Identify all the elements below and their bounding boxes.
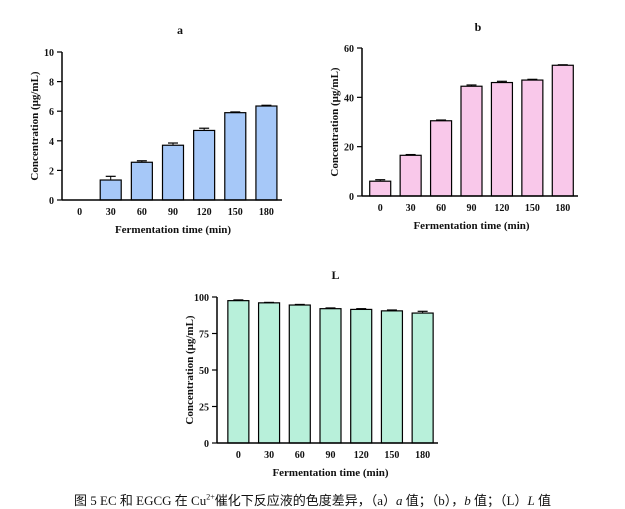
- y-tick-label: 0: [49, 196, 54, 207]
- bar: [490, 81, 514, 197]
- bar: [130, 161, 153, 201]
- bar: [193, 129, 216, 201]
- figure-caption: 图 5 EC 和 EGCG 在 Cu2+催化下反应液的色度差异，（a）a 值；（…: [0, 490, 625, 509]
- caption-superscript: 2+: [206, 492, 215, 502]
- bar: [350, 308, 373, 444]
- y-tick-label: 0: [349, 192, 354, 203]
- x-tick-label: 180: [259, 207, 274, 218]
- bar: [161, 144, 185, 201]
- y-tick-label: 0: [204, 439, 209, 450]
- y-tick-label: 25: [199, 403, 209, 414]
- chart-L: L 0 25 50 75 100 0 30 60 90 120 150 180 Fermentation …: [184, 268, 438, 479]
- y-tick-label: 100: [194, 293, 209, 304]
- x-tick-label: 90: [168, 207, 178, 218]
- x-tick-label: 150: [525, 203, 540, 214]
- caption-a-italic: a: [396, 493, 403, 508]
- x-tick-label: 0: [77, 207, 82, 218]
- chart-title: L: [331, 268, 339, 282]
- y-axis-label: Concentration (μg/mL): [184, 315, 196, 425]
- bar: [227, 300, 250, 444]
- x-tick-label: 0: [236, 450, 241, 461]
- y-tick-label: 4: [49, 137, 54, 148]
- x-tick-label: 150: [384, 450, 399, 461]
- x-tick-label: 90: [467, 203, 477, 214]
- chart-a: a 0 2 4 6 8 10 0 30 60 90 120 150 180 Fermentation tim…: [29, 23, 282, 236]
- x-tick-label: 90: [326, 450, 336, 461]
- bar: [380, 310, 404, 444]
- x-tick-label: 0: [378, 203, 383, 214]
- x-tick-label: 180: [555, 203, 570, 214]
- caption-b-italic: b: [464, 493, 471, 508]
- bar: [399, 154, 422, 197]
- y-tick-label: 40: [344, 93, 354, 104]
- x-tick-label: 30: [106, 207, 116, 218]
- caption-b-suffix: 值；（L）: [470, 493, 528, 508]
- bar: [99, 179, 122, 201]
- x-tick-label: 30: [264, 450, 274, 461]
- bar: [319, 308, 342, 444]
- x-tick-label: 120: [494, 203, 509, 214]
- y-axis-label: Concentration (μg/mL): [329, 67, 341, 177]
- bar: [429, 120, 453, 197]
- chart-title: a: [177, 23, 183, 37]
- y-axis-label: Concentration (μg/mL): [29, 71, 41, 181]
- bar: [460, 85, 483, 197]
- x-tick-label: 60: [436, 203, 446, 214]
- bar: [257, 302, 281, 444]
- y-tick-label: 8: [49, 78, 54, 89]
- caption-l-italic: L: [527, 493, 535, 508]
- x-tick-label: 30: [406, 203, 416, 214]
- x-axis-label: Fermentation time (min): [413, 220, 529, 232]
- bar: [521, 79, 544, 197]
- bar: [224, 112, 247, 201]
- x-axis-label: Fermentation time (min): [115, 224, 231, 236]
- x-tick-label: 60: [137, 207, 147, 218]
- x-tick-label: 60: [295, 450, 305, 461]
- y-tick-label: 50: [199, 366, 209, 377]
- y-tick-label: 20: [344, 143, 354, 154]
- x-tick-label: 180: [415, 450, 430, 461]
- bar: [551, 64, 574, 197]
- caption-prefix: 图 5 EC 和 EGCG 在 Cu: [74, 493, 207, 508]
- caption-middle: 催化下反应液的色度差异，（a）: [214, 493, 396, 508]
- bar: [411, 312, 434, 444]
- bar: [255, 105, 278, 201]
- y-tick-label: 75: [199, 330, 209, 341]
- bar: [288, 304, 311, 444]
- caption-l-suffix: 值: [534, 493, 551, 508]
- bar: [369, 180, 392, 197]
- x-tick-label: 120: [354, 450, 369, 461]
- y-tick-label: 60: [344, 44, 354, 55]
- chart-title: b: [475, 20, 482, 34]
- chart-b: b 0 20 40 60 0 30 60 90 120 150 180 Fermentation tim…: [329, 20, 578, 232]
- caption-a-suffix: 值；（b），: [402, 493, 465, 508]
- y-tick-label: 10: [44, 48, 54, 59]
- x-tick-label: 150: [228, 207, 243, 218]
- x-axis-label: Fermentation time (min): [272, 467, 388, 479]
- x-tick-label: 120: [197, 207, 212, 218]
- y-tick-label: 2: [49, 166, 54, 177]
- y-tick-label: 6: [49, 107, 54, 118]
